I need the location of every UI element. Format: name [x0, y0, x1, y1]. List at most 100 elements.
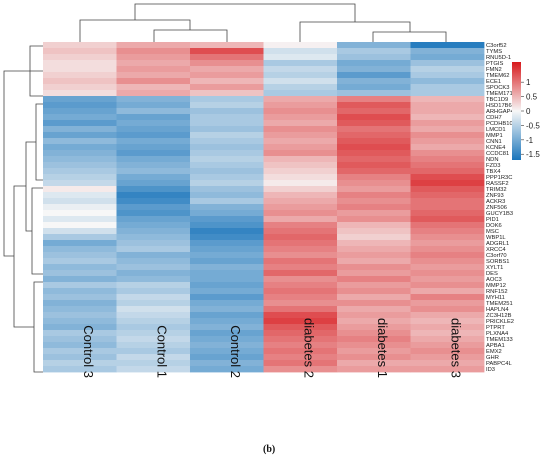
row-label: RNU5D-1	[486, 55, 511, 61]
heatmap-cell	[116, 132, 191, 139]
heatmap-cell	[43, 180, 117, 187]
heatmap-cell	[337, 276, 411, 283]
heatmap-cell	[116, 114, 191, 121]
heatmap-cell	[410, 180, 485, 187]
row-label: CDH7	[486, 115, 502, 121]
heatmap-cell	[337, 204, 411, 211]
heatmap-cell	[410, 312, 485, 319]
heatmap-cell	[410, 360, 485, 367]
heatmap-cell	[116, 42, 191, 49]
heatmap-cell	[116, 330, 191, 337]
heatmap-cell	[263, 180, 338, 187]
heatmap-cell	[116, 186, 191, 193]
col-dendro-link-root	[134, 3, 356, 22]
heatmap-cell	[337, 234, 411, 241]
heatmap-cell	[263, 102, 338, 109]
heatmap-cell	[410, 102, 485, 109]
heatmap-cell	[43, 186, 117, 193]
heatmap-cell	[263, 162, 338, 169]
heatmap-cell	[43, 66, 117, 73]
heatmap-cell	[410, 126, 485, 133]
heatmap-cell	[116, 138, 191, 145]
heatmap-cell	[43, 210, 117, 217]
heatmap-cell	[190, 72, 264, 79]
heatmap-cell	[43, 96, 117, 103]
heatmap-cell	[337, 300, 411, 307]
heatmap-cell	[190, 342, 264, 349]
heatmap-cell	[43, 102, 117, 109]
heatmap-cell	[116, 162, 191, 169]
heatmap-cell	[263, 276, 338, 283]
heatmap-cell	[263, 42, 338, 49]
heatmap-cell	[263, 354, 338, 361]
heatmap-cell	[43, 282, 117, 289]
heatmap-cell	[43, 306, 117, 313]
heatmap-cell	[116, 246, 191, 253]
heatmap-cell	[337, 180, 411, 187]
heatmap-cells	[43, 42, 485, 373]
heatmap-cell	[410, 306, 485, 313]
heatmap-cell	[190, 252, 264, 259]
row-label: MMP1	[486, 133, 503, 139]
heatmap-cell	[337, 228, 411, 235]
heatmap-cell	[337, 120, 411, 127]
heatmap-cell	[190, 102, 264, 109]
row-label: KCNE4	[486, 145, 506, 151]
heatmap-cell	[337, 162, 411, 169]
heatmap-cell	[337, 114, 411, 121]
row-label: GUCY1B3	[486, 211, 513, 217]
heatmap-cell	[43, 216, 117, 223]
heatmap-cell	[263, 72, 338, 79]
col-dendro-link-c3	[79, 19, 191, 42]
heatmap-cell	[263, 216, 338, 223]
row-label: LMCD1	[486, 127, 506, 133]
heatmap-cell	[337, 258, 411, 265]
heatmap-cell	[263, 108, 338, 115]
heatmap-cell	[263, 138, 338, 145]
heatmap-cell	[410, 282, 485, 289]
heatmap-cell	[43, 342, 117, 349]
legend-ticks: 1 0.5 0 -0.5 -1 -1.5	[521, 78, 540, 159]
row-label: C3orf70	[486, 253, 507, 259]
heatmap-cell	[43, 354, 117, 361]
heatmap-cell	[116, 174, 191, 181]
heatmap-cell	[190, 222, 264, 229]
heatmap-cell	[116, 108, 191, 115]
heatmap-cell	[43, 168, 117, 175]
heatmap-cell	[263, 324, 338, 331]
legend-tick-label: 1	[526, 78, 531, 87]
heatmap-cell	[43, 60, 117, 67]
heatmap-cell	[410, 192, 485, 199]
heatmap-cell	[410, 132, 485, 139]
row-dendro-link-bottom-a	[35, 103, 43, 181]
heatmap-cell	[43, 234, 117, 241]
heatmap-cell	[190, 150, 264, 157]
heatmap-cell	[116, 198, 191, 205]
heatmap-cell	[410, 90, 485, 97]
heatmap-cell	[43, 108, 117, 115]
heatmap-cell	[43, 162, 117, 169]
row-label: RASSF2	[486, 181, 509, 187]
heatmap-cell	[337, 312, 411, 319]
heatmap-cell	[116, 228, 191, 235]
heatmap-cell	[116, 360, 191, 367]
heatmap-cell	[190, 288, 264, 295]
heatmap-cell	[410, 84, 485, 91]
heatmap-cell	[410, 300, 485, 307]
row-label: DES	[486, 271, 498, 277]
row-label: HAPLN4	[486, 307, 509, 313]
heatmap-cell	[337, 210, 411, 217]
heatmap-cell	[116, 168, 191, 175]
heatmap-cell	[116, 180, 191, 187]
legend-tick-label: -1.5	[526, 150, 540, 159]
heatmap-cell	[43, 312, 117, 319]
row-dendro-link-root	[3, 70, 24, 257]
heatmap-cell	[410, 60, 485, 67]
heatmap-cell	[337, 336, 411, 343]
heatmap-cell	[116, 324, 191, 331]
heatmap-cell	[116, 126, 191, 133]
heatmap-cell	[263, 264, 338, 271]
heatmap-cell	[410, 216, 485, 223]
heatmap-cell	[263, 174, 338, 181]
heatmap-cell	[190, 96, 264, 103]
